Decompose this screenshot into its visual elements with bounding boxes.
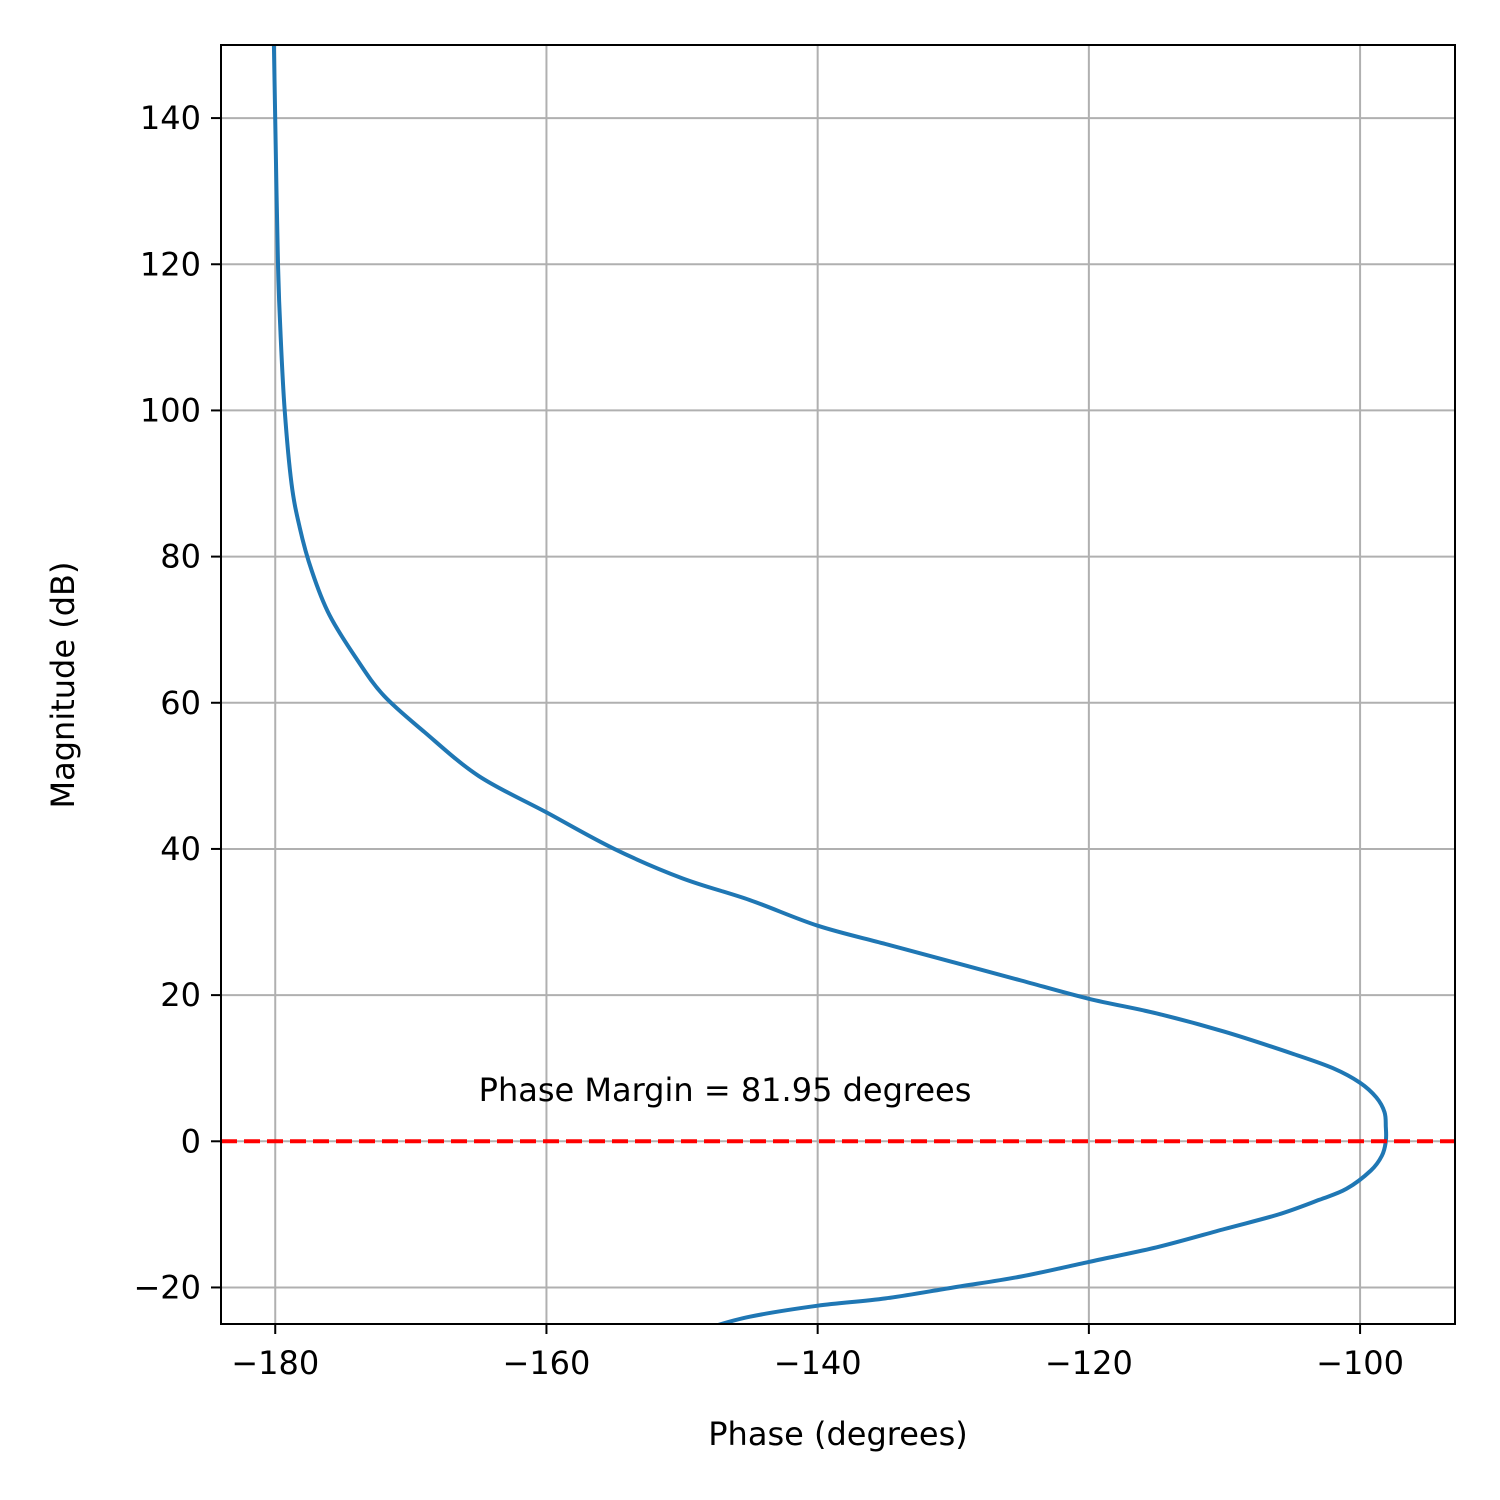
x-tick-label: −140: [774, 1344, 862, 1382]
x-tick-label: −180: [231, 1344, 319, 1382]
y-tick-label: 120: [140, 245, 201, 283]
phase-margin-annotation: Phase Margin = 81.95 degrees: [479, 1071, 972, 1109]
y-tick-label: 100: [140, 391, 201, 429]
y-axis-label: Magnitude (dB): [44, 562, 82, 809]
x-axis-label: Phase (degrees): [708, 1415, 968, 1453]
y-tick-label: 40: [160, 830, 201, 868]
y-tick-label: 20: [160, 976, 201, 1014]
y-tick-label: 140: [140, 99, 201, 137]
phase-magnitude-curve: [271, 45, 1389, 1324]
plot-frame: [220, 44, 1456, 1325]
grid: [221, 45, 1455, 1324]
x-tick-label: −100: [1316, 1344, 1404, 1382]
y-tick-label: −20: [133, 1268, 201, 1306]
annotations: Phase Margin = 81.95 degrees: [479, 1071, 972, 1109]
series-layer: [221, 45, 1455, 1324]
ticks: −180 −160 −140 −120 −100 −20 0 20 40 60 80 100 120 14…: [133, 99, 1404, 1382]
y-tick-label: 60: [160, 684, 201, 722]
y-tick-label: 80: [160, 538, 201, 576]
x-tick-label: −160: [503, 1344, 591, 1382]
x-tick-label: −120: [1045, 1344, 1133, 1382]
y-tick-label: 0: [181, 1122, 201, 1160]
